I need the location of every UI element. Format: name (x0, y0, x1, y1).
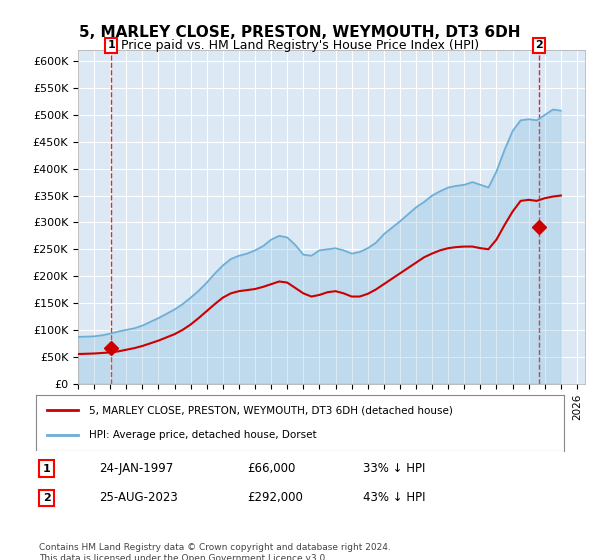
Text: 1: 1 (43, 464, 50, 474)
Text: 2: 2 (535, 40, 543, 50)
Text: HPI: Average price, detached house, Dorset: HPI: Average price, detached house, Dors… (89, 430, 316, 440)
Text: 5, MARLEY CLOSE, PRESTON, WEYMOUTH, DT3 6DH (detached house): 5, MARLEY CLOSE, PRESTON, WEYMOUTH, DT3 … (89, 405, 452, 416)
Text: 25-AUG-2023: 25-AUG-2023 (100, 491, 178, 505)
Text: 1: 1 (107, 40, 115, 50)
Text: 43% ↓ HPI: 43% ↓ HPI (364, 491, 426, 505)
Text: Price paid vs. HM Land Registry's House Price Index (HPI): Price paid vs. HM Land Registry's House … (121, 39, 479, 52)
Text: £66,000: £66,000 (247, 462, 296, 475)
Text: £292,000: £292,000 (247, 491, 303, 505)
Text: 24-JAN-1997: 24-JAN-1997 (100, 462, 173, 475)
Text: 33% ↓ HPI: 33% ↓ HPI (364, 462, 426, 475)
Text: 5, MARLEY CLOSE, PRESTON, WEYMOUTH, DT3 6DH: 5, MARLEY CLOSE, PRESTON, WEYMOUTH, DT3 … (79, 25, 521, 40)
Text: Contains HM Land Registry data © Crown copyright and database right 2024.
This d: Contains HM Land Registry data © Crown c… (39, 543, 391, 560)
Text: 2: 2 (43, 493, 50, 503)
